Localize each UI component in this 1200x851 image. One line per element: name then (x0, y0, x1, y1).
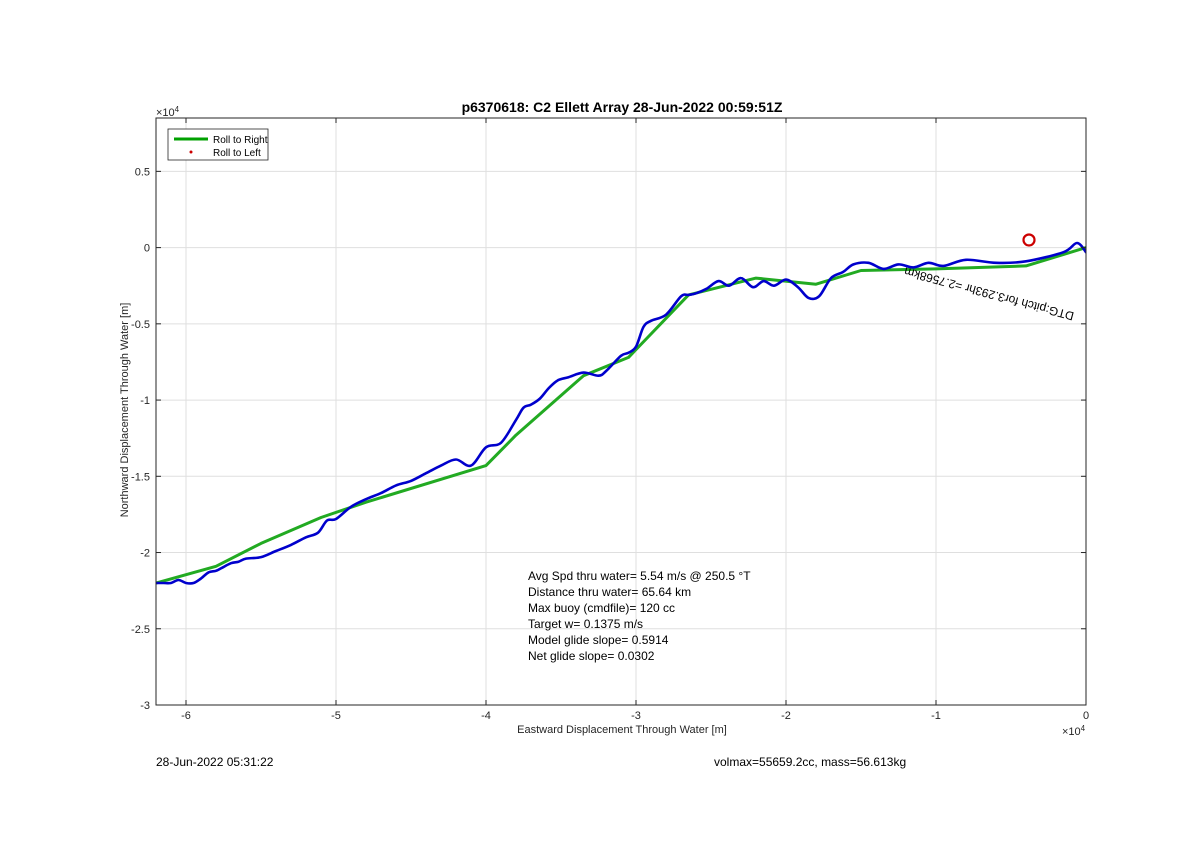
stat-net-glide: Net glide slope= 0.0302 (528, 649, 655, 663)
x-axis-exponent: ×104 (1062, 724, 1086, 738)
y-tick-label: -3 (140, 700, 150, 712)
chart-title: p6370618: C2 Ellett Array 28-Jun-2022 00… (462, 99, 783, 115)
x-tick-label: -3 (631, 710, 641, 722)
y-tick-label: -1 (140, 395, 150, 407)
x-tick-label: 0 (1083, 710, 1089, 722)
y-tick-label: -2.5 (131, 624, 150, 636)
stat-model-glide: Model glide slope= 0.5914 (528, 633, 669, 647)
series-roll-right-line (156, 246, 1086, 585)
x-axis-label: Eastward Displacement Through Water [m] (517, 724, 727, 736)
y-tick-label: 0.5 (135, 166, 150, 178)
footer-timestamp: 28-Jun-2022 05:31:22 (156, 755, 274, 769)
y-tick-label: -2 (140, 548, 150, 560)
series-layer (156, 233, 1086, 585)
x-tick-label: -6 (181, 710, 191, 722)
y-tick-label: 0 (144, 243, 150, 255)
y-axis-label: Northward Displacement Through Water [m] (119, 303, 131, 518)
y-axis-exponent: ×104 (156, 105, 180, 119)
y-axis-ticks: 0.5 0 -0.5 -1 -1.5 -2 -2.5 -3 (131, 166, 1086, 712)
series-track-line (156, 241, 1086, 585)
legend-label-roll-right: Roll to Right (213, 135, 268, 146)
x-tick-label: -2 (781, 710, 791, 722)
stat-max-buoy: Max buoy (cmdfile)= 120 cc (528, 601, 675, 615)
legend: Roll to Right Roll to Left (167, 128, 269, 161)
stats-text-block: Avg Spd thru water= 5.54 m/s @ 250.5 °T … (528, 569, 751, 663)
legend-swatch-roll-left (189, 150, 193, 154)
plot-area (156, 118, 1086, 705)
x-tick-label: -5 (331, 710, 341, 722)
footer-summary: volmax=55659.2cc, mass=56.613kg (714, 755, 906, 769)
x-tick-label: -1 (931, 710, 941, 722)
x-tick-label: -4 (481, 710, 491, 722)
x-axis-ticks: -6 -5 -4 -3 -2 -1 0 (181, 118, 1089, 722)
plot-frame (155, 117, 1087, 706)
legend-label-roll-left: Roll to Left (213, 148, 261, 159)
y-tick-label: -1.5 (131, 471, 150, 483)
stat-avg-speed: Avg Spd thru water= 5.54 m/s @ 250.5 °T (528, 569, 751, 583)
stat-target-w: Target w= 0.1375 m/s (528, 617, 643, 631)
stat-distance: Distance thru water= 65.64 km (528, 585, 691, 599)
y-tick-label: -0.5 (131, 319, 150, 331)
legend-box (167, 128, 269, 161)
position-marker (1022, 233, 1036, 247)
